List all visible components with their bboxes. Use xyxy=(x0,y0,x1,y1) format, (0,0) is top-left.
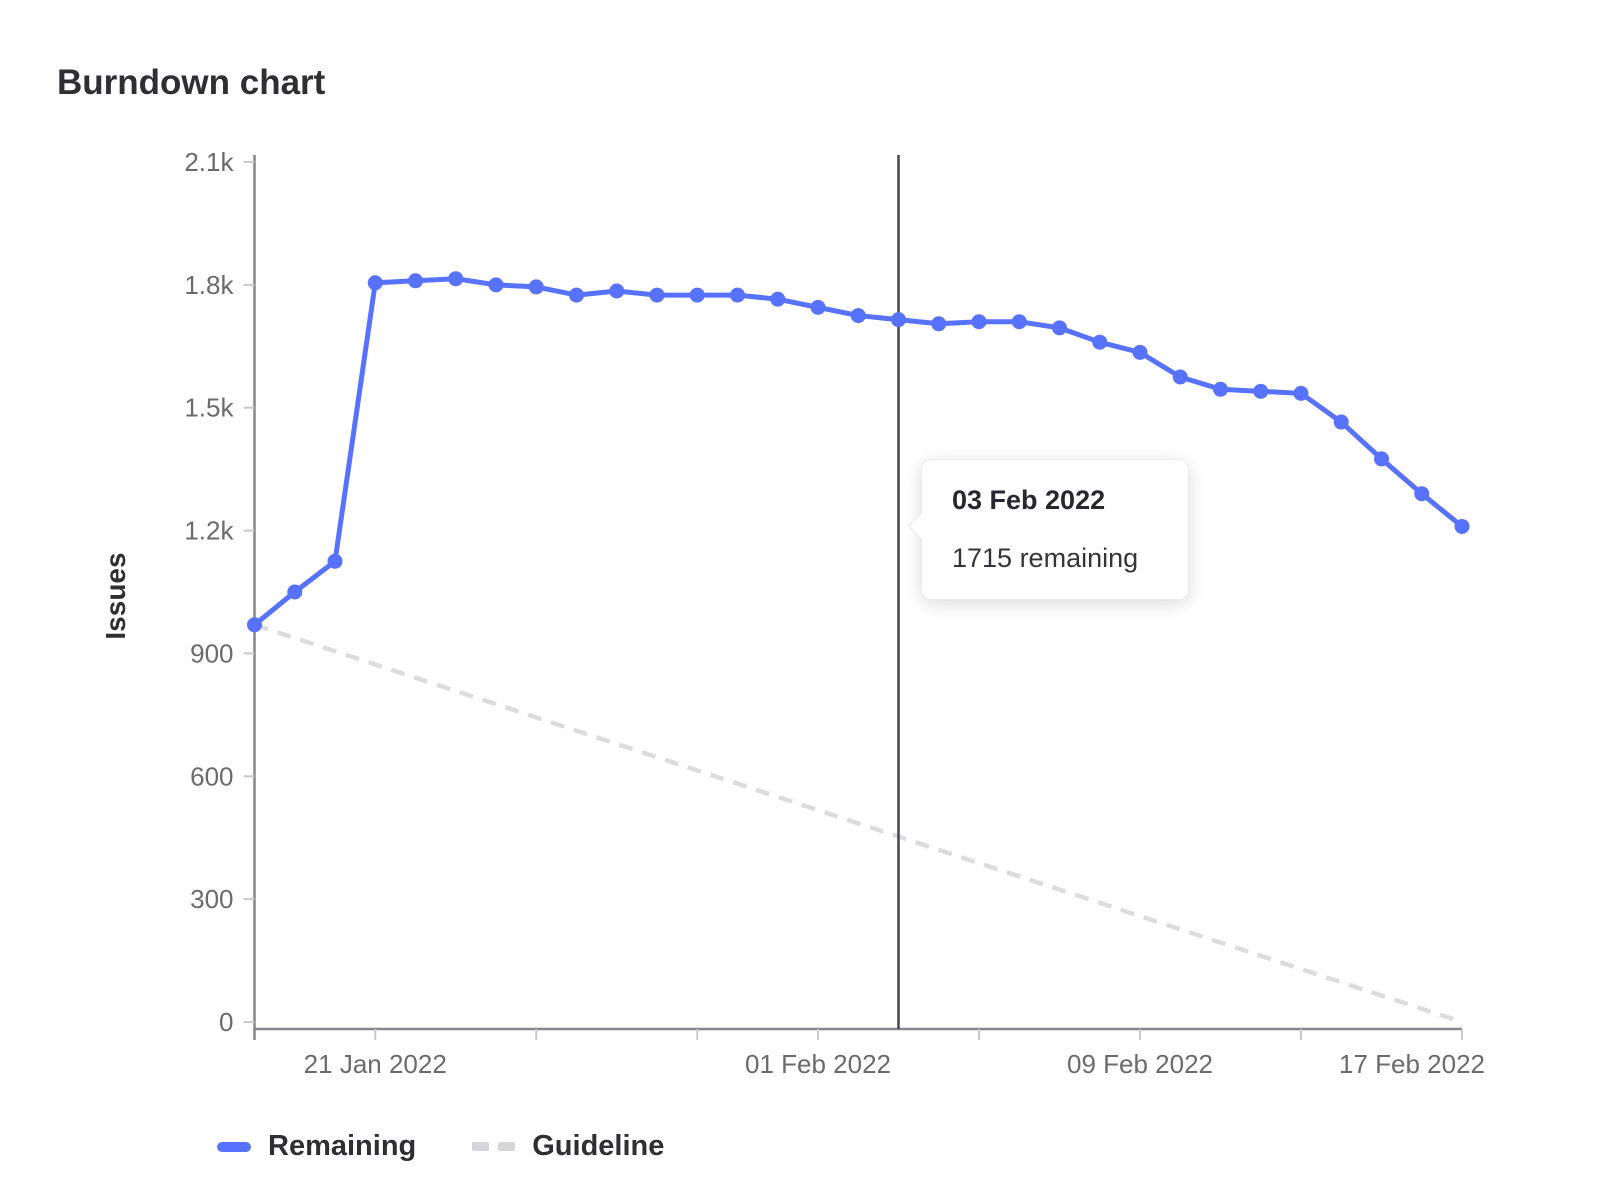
data-point[interactable] xyxy=(327,553,343,569)
x-tick-label: 09 Feb 2022 xyxy=(1067,1049,1213,1079)
remaining-line-swatch xyxy=(217,1141,251,1152)
data-point[interactable] xyxy=(488,277,504,293)
data-point[interactable] xyxy=(810,299,826,315)
data-point[interactable] xyxy=(247,617,262,633)
x-tick-label: 17 Feb 2022 xyxy=(1339,1049,1485,1079)
tooltip: 03 Feb 2022 1715 remaining xyxy=(921,459,1189,600)
chart-legend: Remaining Guideline xyxy=(217,1130,664,1163)
y-tick-label: 1.5k xyxy=(184,393,234,423)
data-point[interactable] xyxy=(1253,383,1269,399)
data-point[interactable] xyxy=(1011,314,1027,330)
data-point[interactable] xyxy=(649,287,665,303)
legend-item-remaining[interactable]: Remaining xyxy=(217,1130,416,1163)
data-point[interactable] xyxy=(1374,451,1389,467)
guideline-series-line xyxy=(253,622,1463,1025)
data-point[interactable] xyxy=(1414,486,1430,502)
y-tick-label: 2.1k xyxy=(184,147,234,177)
y-tick-label: 900 xyxy=(190,638,233,668)
data-point[interactable] xyxy=(1132,344,1148,360)
data-point[interactable] xyxy=(1052,320,1067,336)
y-tick-label: 1.2k xyxy=(184,516,234,546)
y-tick-label: 300 xyxy=(190,884,233,914)
data-point[interactable] xyxy=(609,283,625,299)
tooltip-date: 03 Feb 2022 xyxy=(952,485,1106,515)
data-point[interactable] xyxy=(730,287,745,303)
legend-label-guideline: Guideline xyxy=(532,1130,665,1162)
data-point[interactable] xyxy=(1092,334,1108,350)
data-point[interactable] xyxy=(891,312,906,328)
data-point[interactable] xyxy=(528,279,544,295)
data-point[interactable] xyxy=(1293,385,1309,401)
data-point[interactable] xyxy=(1213,381,1228,397)
data-point[interactable] xyxy=(569,287,584,303)
y-tick-label: 0 xyxy=(219,1007,233,1037)
remaining-series-line xyxy=(252,276,1465,628)
data-point[interactable] xyxy=(448,271,464,287)
data-point[interactable] xyxy=(408,273,423,289)
data-point[interactable] xyxy=(1333,414,1349,430)
data-point[interactable] xyxy=(971,314,987,330)
y-tick-label: 1.8k xyxy=(184,270,234,300)
data-point[interactable] xyxy=(1172,369,1188,385)
data-point[interactable] xyxy=(287,584,303,600)
data-point[interactable] xyxy=(850,308,866,324)
tooltip-value: 1715 remaining xyxy=(952,543,1139,573)
data-point[interactable] xyxy=(770,291,786,307)
chart-title: Burndown chart xyxy=(57,63,326,103)
data-point[interactable] xyxy=(1454,518,1470,534)
y-tick-label: 600 xyxy=(190,761,233,791)
x-tick-label: 21 Jan 2022 xyxy=(304,1049,447,1079)
data-point[interactable] xyxy=(689,287,705,303)
legend-item-guideline[interactable]: Guideline xyxy=(472,1130,664,1163)
data-point[interactable] xyxy=(931,316,947,332)
data-point[interactable] xyxy=(367,275,383,291)
legend-label-remaining: Remaining xyxy=(268,1130,417,1162)
x-tick-label: 01 Feb 2022 xyxy=(745,1049,891,1079)
guideline-dash-swatch xyxy=(472,1142,516,1151)
